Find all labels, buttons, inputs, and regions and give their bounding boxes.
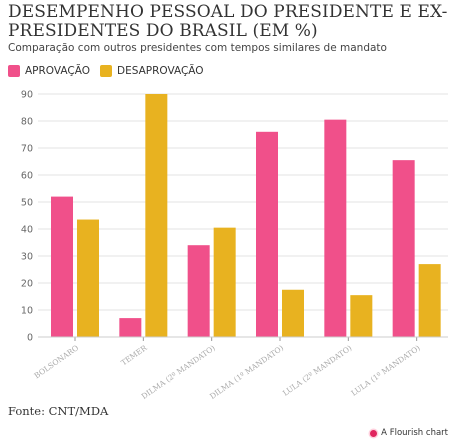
- flourish-credit-label: A Flourish chart: [381, 428, 448, 438]
- y-tick-label-80: 80: [21, 117, 33, 128]
- bar-approval-4: [324, 119, 347, 338]
- x-tick-label-0: BOLSONARO: [33, 343, 81, 380]
- y-tick-label-0: 0: [27, 333, 33, 344]
- bar-disapproval-1: [145, 94, 168, 337]
- bar-approval-2: [187, 245, 210, 337]
- chart-subtitle: Comparação com outros presidentes com te…: [8, 42, 387, 54]
- y-tick-label-70: 70: [21, 144, 33, 155]
- x-tick-label-1: TEMER: [119, 343, 148, 367]
- y-tick-label-40: 40: [21, 225, 33, 236]
- bar-disapproval-4: [350, 295, 373, 337]
- bar-disapproval-3: [282, 289, 304, 337]
- y-tick-label-10: 10: [21, 306, 33, 317]
- chart-title: DESEMPENHO PESSOAL DO PRESIDENTE E EX-PR…: [8, 2, 448, 41]
- legend-label-disapproval: DESAPROVAÇÃO: [117, 65, 204, 77]
- bar-approval-5: [392, 160, 415, 337]
- y-tick-label-20: 20: [21, 279, 33, 290]
- bar-disapproval-0: [77, 219, 99, 337]
- legend-label-approval: APROVAÇÃO: [25, 65, 90, 77]
- bar-disapproval-5: [418, 264, 441, 337]
- y-tick-label-30: 30: [21, 252, 33, 263]
- x-tick-label-3: DILMA (1º MANDATO): [208, 343, 285, 400]
- legend-item-approval[interactable]: APROVAÇÃO: [8, 65, 90, 77]
- legend-swatch-approval: [8, 65, 20, 77]
- bar-approval-0: [51, 196, 73, 337]
- bar-disapproval-2: [213, 227, 236, 337]
- x-tick-label-4: LULA (2º MANDATO): [281, 343, 353, 397]
- y-tick-label-60: 60: [21, 171, 33, 182]
- source-note: Fonte: CNT/MDA: [8, 404, 109, 418]
- flourish-credit[interactable]: A Flourish chart: [370, 428, 448, 438]
- bar-approval-1: [119, 318, 142, 337]
- x-tick-label-2: DILMA (2º MANDATO): [140, 343, 217, 400]
- legend-swatch-disapproval: [100, 65, 112, 77]
- bar-approval-3: [256, 131, 278, 337]
- y-tick-label-90: 90: [21, 90, 33, 101]
- flourish-logo-icon: [370, 429, 378, 437]
- y-tick-label-50: 50: [21, 198, 33, 209]
- x-tick-label-5: LULA (1º MANDATO): [349, 343, 421, 397]
- legend: APROVAÇÃO DESAPROVAÇÃO: [8, 65, 204, 77]
- legend-item-disapproval[interactable]: DESAPROVAÇÃO: [100, 65, 204, 77]
